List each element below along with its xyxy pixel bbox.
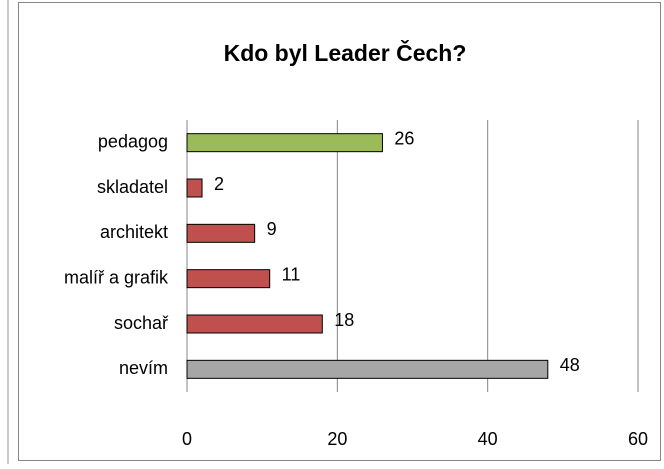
data-label: 48 — [560, 355, 580, 375]
data-label: 26 — [394, 128, 414, 148]
bar — [186, 178, 203, 198]
data-label: 9 — [267, 219, 277, 239]
y-tick-label: malíř a grafik — [64, 267, 169, 287]
y-tick-label: architekt — [100, 222, 168, 242]
data-label: 11 — [282, 264, 301, 284]
bar — [186, 359, 549, 379]
x-tick-label: 40 — [478, 429, 498, 449]
chart-title: Kdo byl Leader Čech? — [224, 39, 467, 66]
bar — [186, 133, 383, 153]
x-tick-label: 0 — [182, 429, 192, 449]
y-tick-label: nevím — [119, 358, 168, 378]
chart-frame — [18, 2, 661, 461]
data-label: 18 — [334, 310, 354, 330]
y-tick-label: sochař — [114, 313, 169, 333]
x-tick-label: 60 — [628, 429, 648, 449]
bar — [186, 269, 271, 289]
x-tick-label: 20 — [327, 429, 347, 449]
y-tick-label: skladatel — [97, 177, 168, 197]
bar — [186, 314, 323, 334]
bar — [186, 223, 256, 243]
y-tick-label: pedagog — [98, 131, 168, 151]
data-label: 2 — [214, 174, 224, 194]
